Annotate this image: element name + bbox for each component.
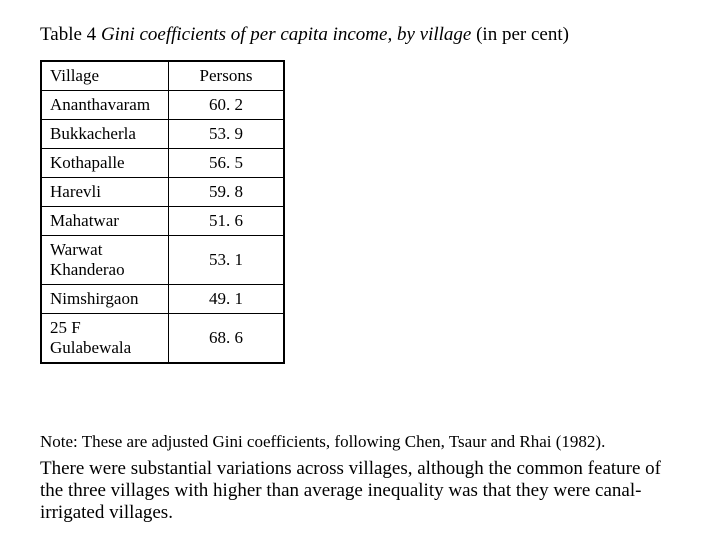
- cell-persons: 53. 1: [169, 236, 285, 285]
- cell-persons: 53. 9: [169, 120, 285, 149]
- body-text: There were substantial variations across…: [40, 458, 680, 524]
- caption-prefix: Table 4: [40, 24, 101, 45]
- caption-suffix: (in per cent): [471, 24, 569, 45]
- cell-village: Bukkacherla: [41, 120, 169, 149]
- table-caption: Table 4 Gini coefficients of per capita …: [40, 24, 680, 46]
- table-row: Ananthavaram 60. 2: [41, 91, 284, 120]
- cell-persons: 56. 5: [169, 149, 285, 178]
- table-row: 25 F Gulabewala 68. 6: [41, 314, 284, 364]
- cell-persons: 68. 6: [169, 314, 285, 364]
- cell-persons: 60. 2: [169, 91, 285, 120]
- cell-persons: 51. 6: [169, 207, 285, 236]
- table-row: Bukkacherla 53. 9: [41, 120, 284, 149]
- page: Table 4 Gini coefficients of per capita …: [0, 0, 720, 364]
- header-village: Village: [41, 61, 169, 91]
- cell-persons: 49. 1: [169, 285, 285, 314]
- caption-italic: Gini coefficients of per capita income, …: [101, 24, 471, 45]
- table-row: Harevli 59. 8: [41, 178, 284, 207]
- cell-village: Harevli: [41, 178, 169, 207]
- table-row: Mahatwar 51. 6: [41, 207, 284, 236]
- table-row: Kothapalle 56. 5: [41, 149, 284, 178]
- cell-village: Warwat Khanderao: [41, 236, 169, 285]
- gini-table: Village Persons Ananthavaram 60. 2 Bukka…: [40, 60, 285, 364]
- note-text: Note: These are adjusted Gini coefficien…: [40, 432, 605, 452]
- cell-village: Mahatwar: [41, 207, 169, 236]
- table-header-row: Village Persons: [41, 61, 284, 91]
- table-row: Nimshirgaon 49. 1: [41, 285, 284, 314]
- header-persons: Persons: [169, 61, 285, 91]
- table-row: Warwat Khanderao 53. 1: [41, 236, 284, 285]
- cell-village: 25 F Gulabewala: [41, 314, 169, 364]
- cell-village: Nimshirgaon: [41, 285, 169, 314]
- cell-persons: 59. 8: [169, 178, 285, 207]
- cell-village: Ananthavaram: [41, 91, 169, 120]
- cell-village: Kothapalle: [41, 149, 169, 178]
